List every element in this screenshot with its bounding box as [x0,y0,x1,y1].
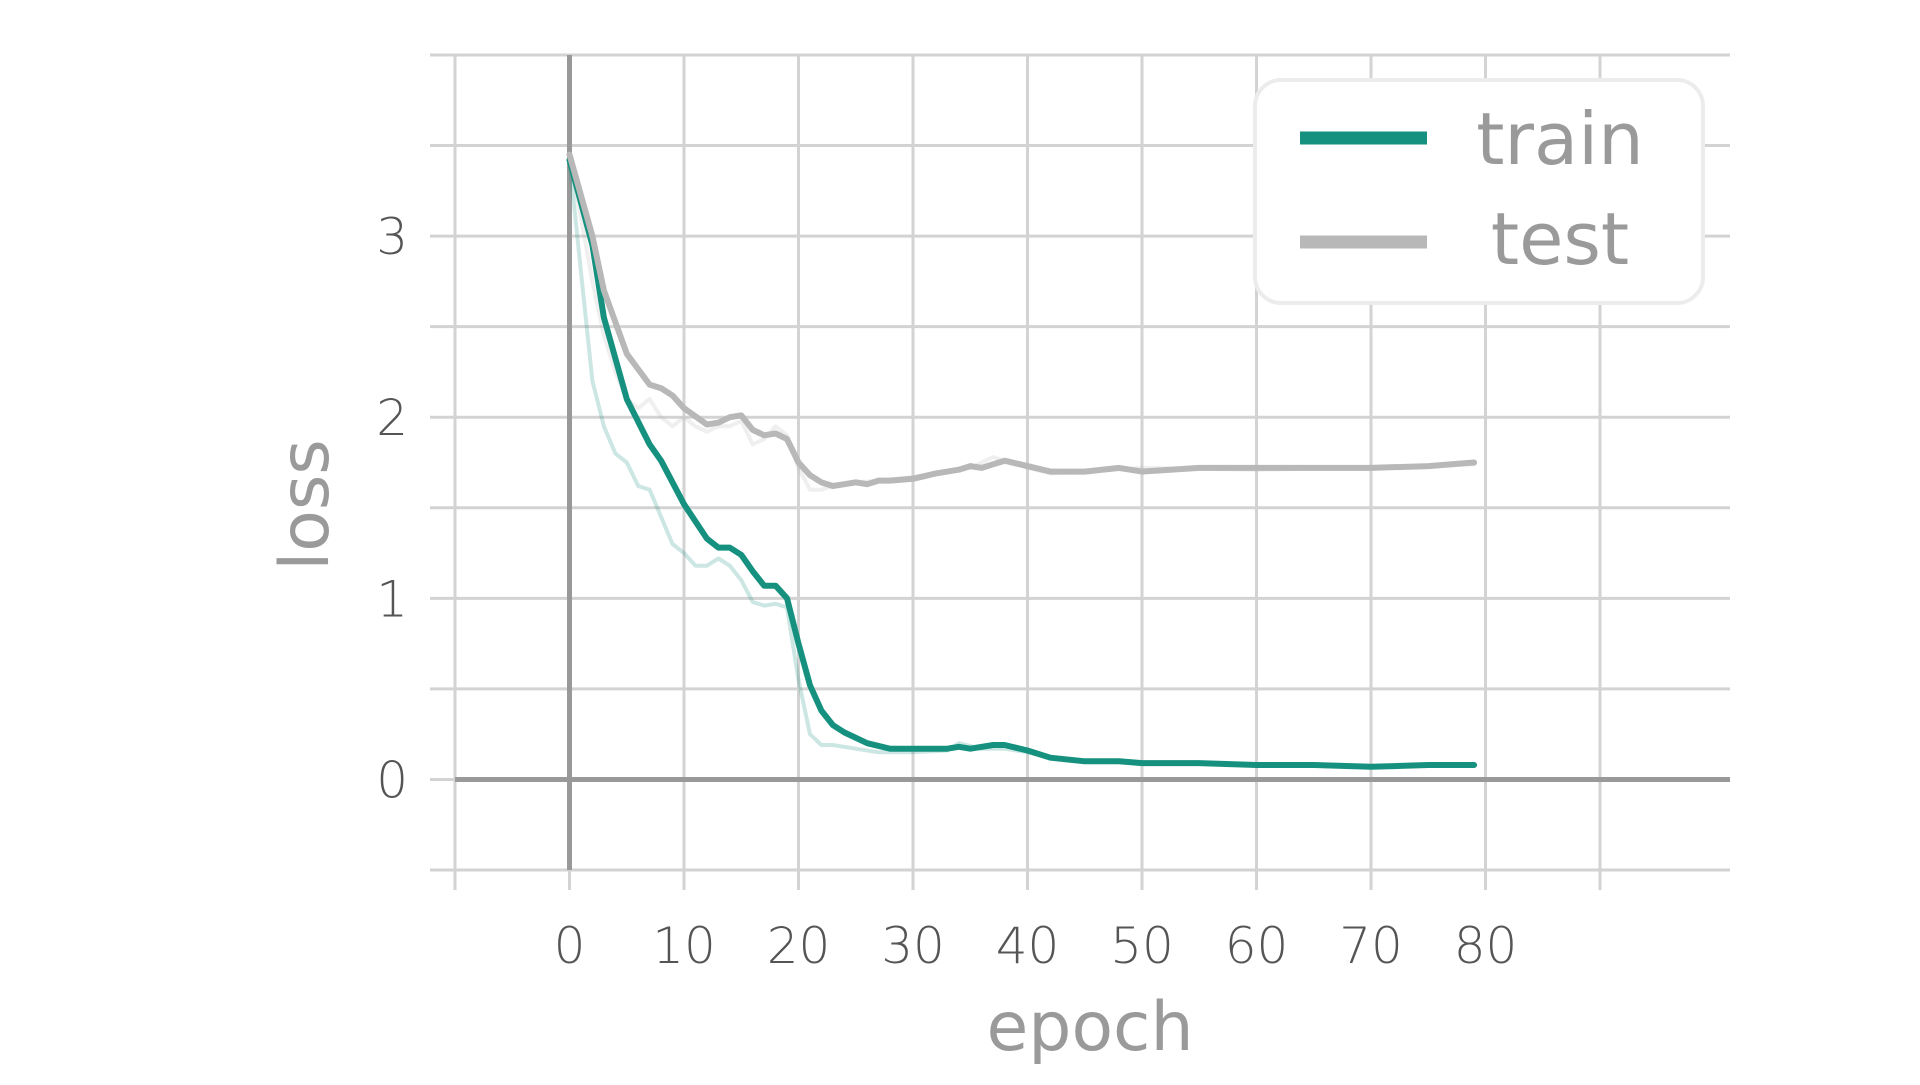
y-tick-label: 2 [376,389,408,447]
legend-test-label: test [1491,197,1629,281]
x-tick-label: 0 [554,917,586,975]
legend-train-label: train [1476,97,1644,181]
x-axis-title: epoch [986,988,1193,1067]
y-tick-label: 3 [376,208,408,266]
y-tick-label: 0 [376,751,408,809]
x-tick-label: 20 [767,917,831,975]
legend: train test [1253,78,1705,305]
x-tick-label: 70 [1339,917,1403,975]
x-tick-label: 10 [652,917,716,975]
series-test-line [566,151,1478,489]
zero-axes [455,55,1730,870]
series-layer [566,151,1478,770]
x-tick-label: 30 [881,917,945,975]
x-tick-label: 40 [996,917,1060,975]
y-tick-label: 1 [376,570,408,628]
y-axis-title: loss [266,439,345,570]
x-tick-label: 80 [1454,917,1518,975]
tick-labels: 0 10 20 30 40 50 60 70 80 0 1 2 3 [376,208,1517,975]
x-tick-label: 60 [1225,917,1289,975]
series-train-line [566,157,1478,770]
x-tick-label: 50 [1110,917,1174,975]
